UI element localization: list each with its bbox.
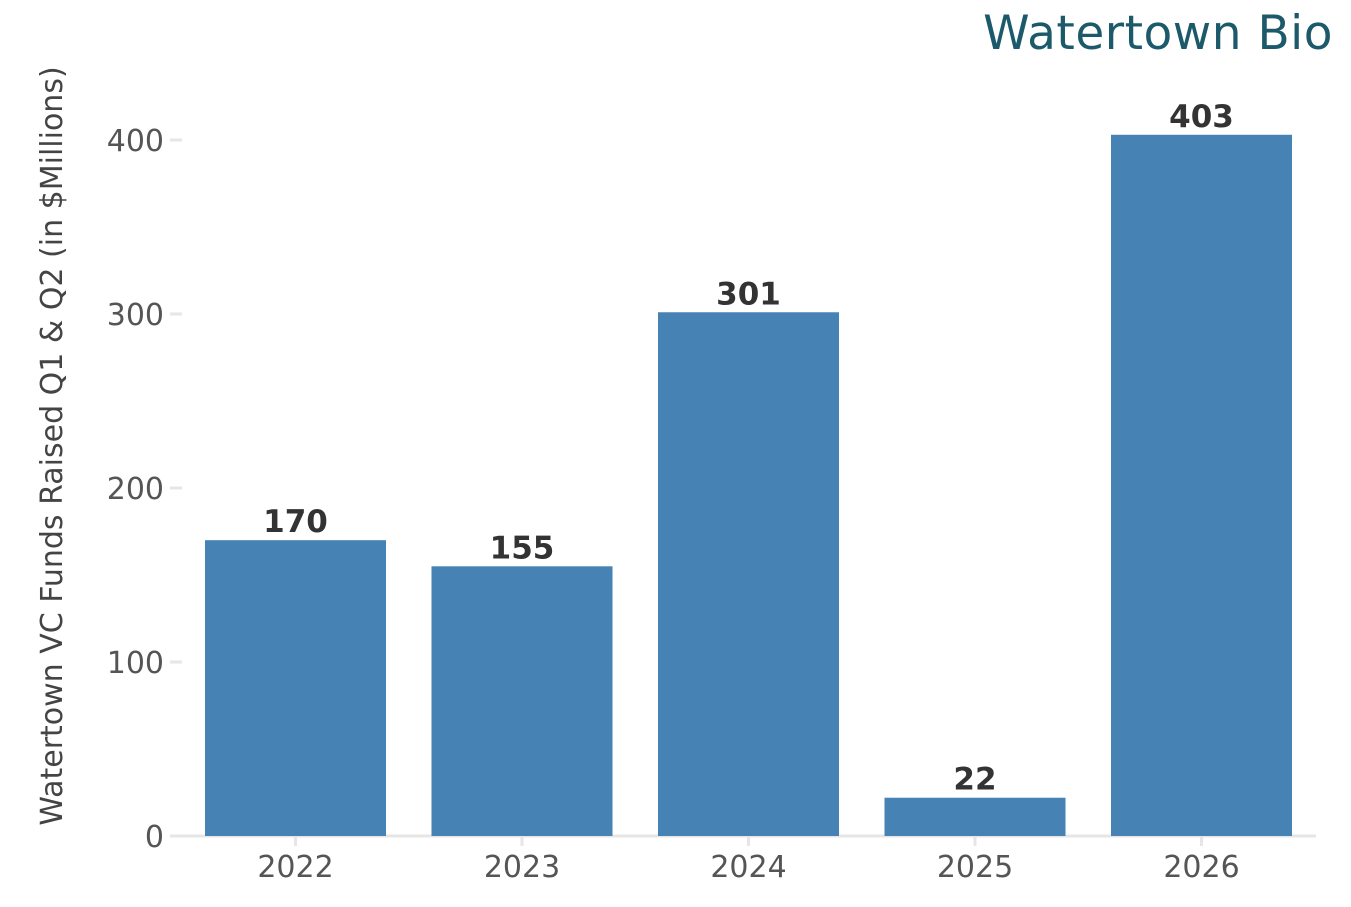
brand-title: Watertown Bio [983, 6, 1333, 61]
data-label-2026: 403 [1169, 99, 1234, 135]
bar-2022 [205, 540, 386, 836]
data-label-2022: 170 [263, 504, 328, 540]
bar-2024 [658, 312, 839, 836]
bar-2026 [1111, 134, 1292, 836]
y-tick-label-400: 400 [107, 124, 164, 159]
y-tick-label-300: 300 [107, 298, 164, 333]
x-tick-label-2024: 2024 [710, 850, 786, 885]
bar-2023 [431, 566, 613, 836]
data-label-2023: 155 [490, 530, 555, 566]
y-tick-label-200: 200 [107, 472, 164, 507]
y-axis-label: Watertown VC Funds Raised Q1 & Q2 (in $M… [35, 66, 70, 825]
x-tick-label-2026: 2026 [1163, 850, 1239, 885]
x-tick-label-2025: 2025 [937, 850, 1013, 885]
data-label-2025: 22 [953, 762, 996, 798]
x-tick-label-2023: 2023 [484, 850, 560, 885]
data-label-2024: 301 [716, 276, 781, 312]
y-tick-label-100: 100 [107, 646, 164, 681]
bar-2025 [884, 797, 1066, 836]
x-tick-label-2022: 2022 [257, 850, 333, 885]
y-tick-label-0: 0 [145, 820, 164, 855]
